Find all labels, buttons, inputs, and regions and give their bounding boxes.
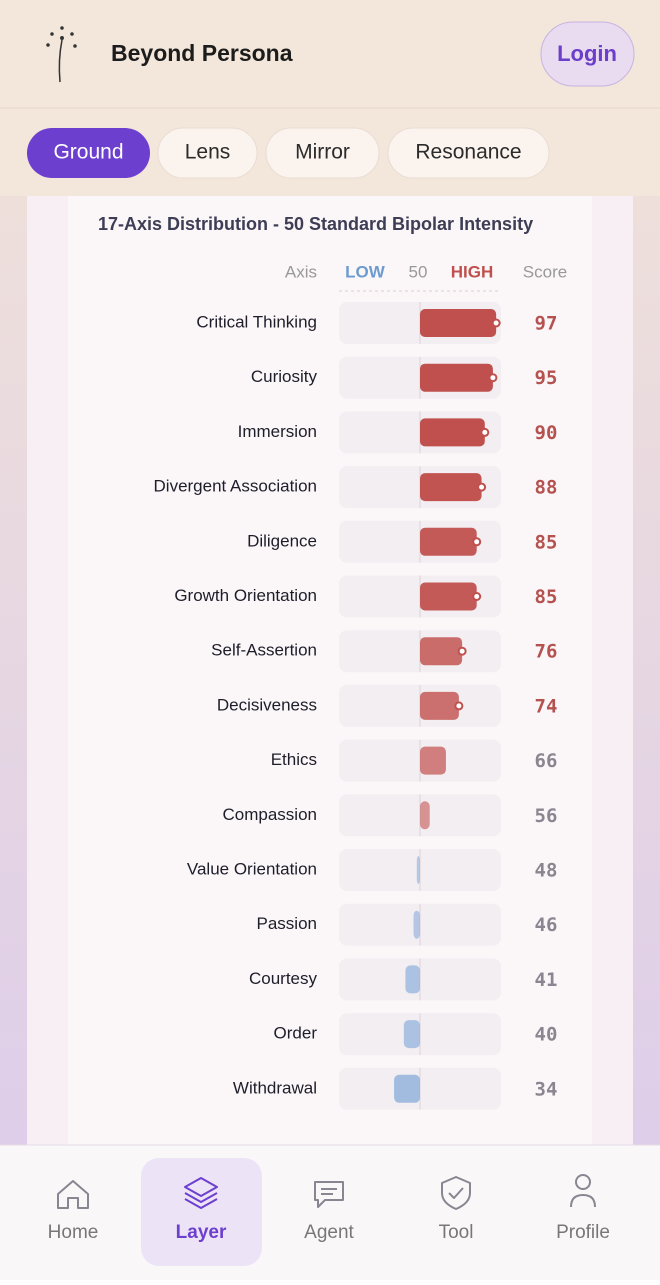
bar: [420, 582, 477, 611]
bar: [420, 527, 477, 556]
axis-label: Ethics: [271, 750, 317, 769]
col-mid: 50: [409, 262, 428, 281]
tab-label[interactable]: Lens: [185, 141, 231, 164]
score: 40: [535, 1024, 558, 1046]
score: 34: [535, 1078, 558, 1100]
axis-label: Withdrawal: [233, 1078, 317, 1097]
bar: [405, 965, 420, 994]
bar-handle: [454, 701, 464, 711]
axis-label: Order: [274, 1024, 318, 1043]
bar: [420, 691, 459, 720]
bar: [420, 473, 482, 502]
axis-label: Decisiveness: [217, 695, 317, 714]
logo: [46, 26, 77, 83]
col-low: LOW: [345, 262, 386, 281]
bar-handle: [457, 646, 467, 656]
nav-active-bg[interactable]: [141, 1158, 262, 1266]
axis-label: Divergent Association: [154, 477, 317, 496]
axis-label: Self-Assertion: [211, 641, 317, 660]
bar-handle: [477, 482, 487, 492]
bar-handle: [472, 537, 482, 547]
bar-handle: [472, 592, 482, 601]
axis-label: Immersion: [238, 422, 317, 441]
axis-label: Value Orientation: [187, 859, 317, 878]
score: 90: [535, 422, 558, 444]
tab[interactable]: [265, 127, 380, 179]
bar: [413, 910, 420, 939]
bar-handle: [491, 318, 501, 328]
nav-label[interactable]: Agent: [304, 1222, 354, 1243]
col-high: HIGH: [451, 262, 494, 281]
login-label[interactable]: Login: [557, 41, 617, 66]
score: 85: [535, 531, 558, 553]
bar-handle: [488, 373, 498, 383]
bar: [420, 418, 485, 447]
score: 48: [535, 860, 558, 882]
app-title: Beyond Persona: [111, 40, 293, 66]
col-axis: Axis: [285, 262, 317, 281]
card: [68, 196, 592, 1146]
nav-icon[interactable]: [570, 1174, 596, 1208]
tab[interactable]: [27, 128, 150, 178]
nav-label[interactable]: Profile: [556, 1222, 610, 1243]
score: 76: [535, 641, 558, 663]
score: 46: [535, 914, 558, 936]
login-button[interactable]: [540, 21, 635, 87]
nav-label[interactable]: Layer: [176, 1222, 227, 1243]
bar: [394, 1074, 420, 1103]
nav-bar: [0, 1145, 660, 1280]
bar: [416, 856, 420, 884]
nav-label[interactable]: Tool: [439, 1222, 474, 1243]
score: 97: [535, 313, 558, 335]
axis-label: Compassion: [223, 805, 318, 824]
score: 41: [535, 969, 558, 991]
axis-label: Passion: [257, 914, 317, 933]
score: 74: [535, 695, 558, 717]
bar: [420, 637, 463, 666]
bar: [420, 746, 446, 775]
bar: [403, 1020, 420, 1049]
nav-label[interactable]: Home: [48, 1222, 99, 1243]
bar: [420, 801, 430, 830]
score: 88: [535, 477, 558, 499]
score: 95: [535, 367, 558, 389]
bar-handle: [480, 427, 490, 437]
nav-icon[interactable]: [441, 1176, 471, 1210]
bar: [420, 363, 493, 392]
axis-label: Critical Thinking: [196, 312, 317, 331]
axis-label: Curiosity: [251, 367, 318, 386]
tab[interactable]: [157, 127, 258, 179]
tab-label[interactable]: Mirror: [295, 141, 350, 164]
nav-icon[interactable]: [57, 1180, 89, 1209]
nav-icon[interactable]: [314, 1181, 344, 1208]
chart-title: 17-Axis Distribution - 50 Standard Bipol…: [98, 214, 533, 234]
score: 56: [535, 805, 558, 827]
tab-label[interactable]: Ground: [53, 141, 123, 164]
bar: [420, 309, 497, 337]
tab[interactable]: [387, 127, 550, 179]
axis-label: Courtesy: [249, 969, 318, 988]
axis-label: Diligence: [247, 531, 317, 550]
axis-label: Growth Orientation: [174, 586, 317, 605]
tab-label[interactable]: Resonance: [415, 141, 521, 164]
col-score: Score: [523, 262, 567, 281]
score: 66: [535, 750, 558, 772]
score: 85: [535, 586, 558, 608]
nav-icon[interactable]: [184, 1177, 218, 1209]
